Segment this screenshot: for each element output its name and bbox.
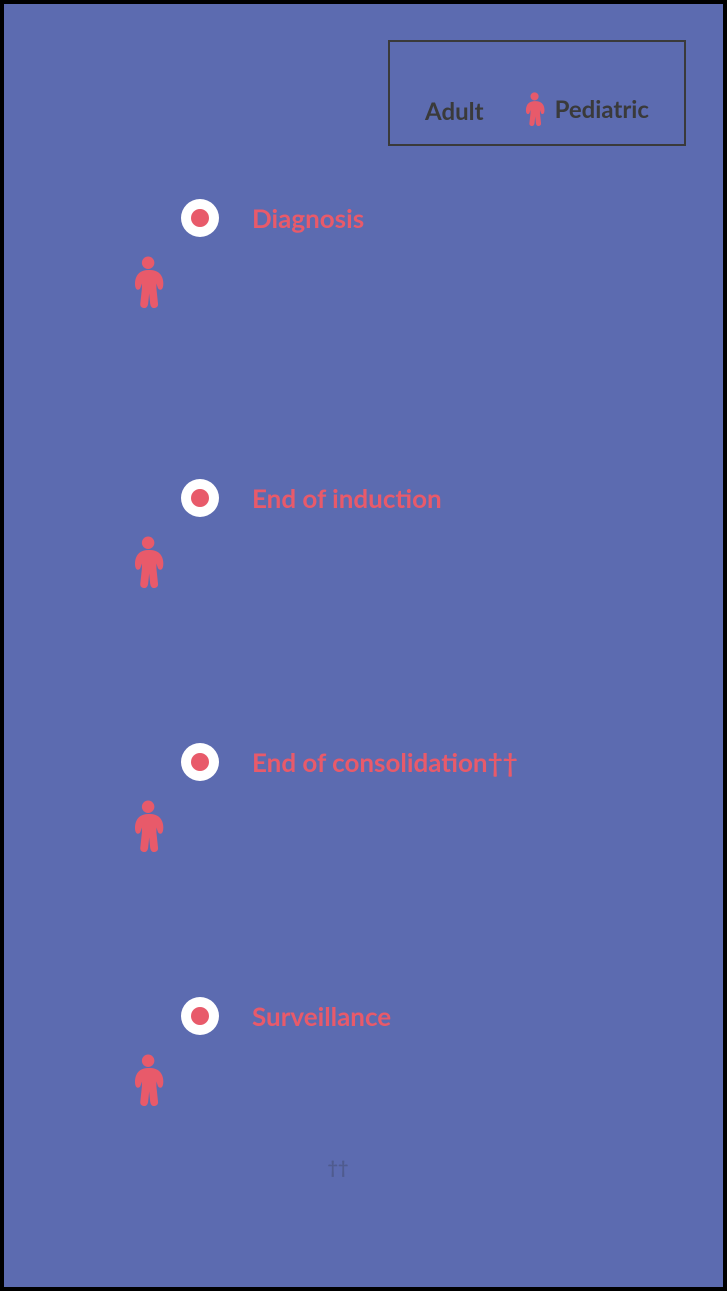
legend-item-pediatric: Pediatric [524, 92, 649, 126]
legend-item-adult: Adult [425, 97, 483, 126]
pediatric-marker-icon [132, 800, 164, 856]
adult-marker-icon [181, 743, 219, 781]
stage-row: End of induction [4, 479, 723, 517]
pediatric-marker-icon [132, 256, 164, 312]
adult-marker-icon [181, 479, 219, 517]
diagram-canvas: Adult Pediatric Diagnosis End of inducti… [0, 0, 727, 1291]
stage-label: End of consolidation†† [252, 746, 518, 778]
footnote-marker: †† [328, 1156, 349, 1178]
stage-label: Surveillance [252, 1000, 391, 1032]
legend-pediatric-label: Pediatric [555, 95, 649, 124]
pediatric-marker-icon [132, 536, 164, 592]
person-icon [524, 92, 545, 126]
stage-row: End of consolidation†† [4, 743, 723, 781]
legend-box: Adult Pediatric [388, 40, 686, 146]
stage-label: Diagnosis [252, 202, 364, 234]
adult-marker-icon [181, 199, 219, 237]
adult-marker-icon [181, 997, 219, 1035]
pediatric-marker-icon [132, 1054, 164, 1110]
stage-row: Diagnosis [4, 199, 723, 237]
stage-label: End of induction [252, 482, 442, 514]
legend-adult-label: Adult [425, 97, 483, 126]
stage-row: Surveillance [4, 997, 723, 1035]
